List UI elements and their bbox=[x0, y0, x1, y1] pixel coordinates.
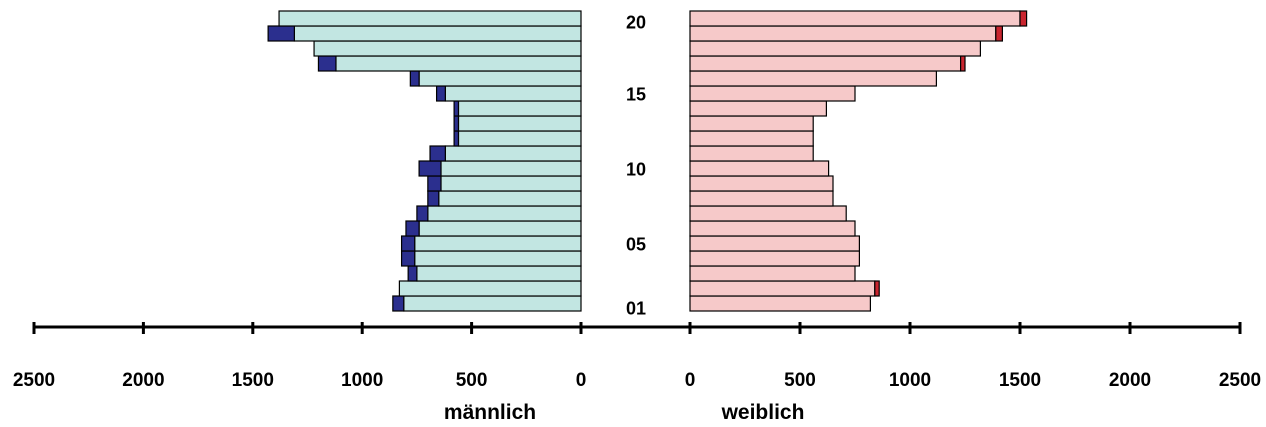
male-bar-extra-10 bbox=[418, 160, 442, 177]
male-bar-13 bbox=[457, 115, 582, 132]
female-bars bbox=[689, 10, 1028, 312]
female-bar-13 bbox=[689, 115, 814, 132]
male-bar-18 bbox=[313, 40, 582, 57]
male-bar-extra-04 bbox=[400, 250, 416, 267]
female-bar-09 bbox=[689, 175, 834, 192]
female-bar-extra-17 bbox=[959, 55, 966, 72]
female-bar-02 bbox=[689, 280, 876, 297]
female-bar-18 bbox=[689, 40, 981, 57]
male-bar-extra-08 bbox=[427, 190, 440, 207]
female-tick-label-4: 2000 bbox=[1109, 370, 1151, 391]
male-bar-extra-05 bbox=[400, 235, 416, 252]
male-bar-extra-17 bbox=[317, 55, 337, 72]
x-axis-label-female: weiblich bbox=[721, 401, 805, 424]
female-bar-14 bbox=[689, 100, 827, 117]
female-bar-07 bbox=[689, 205, 847, 222]
male-bar-extra-13 bbox=[453, 115, 460, 132]
male-bar-extra-12 bbox=[453, 130, 460, 147]
female-bar-17 bbox=[689, 55, 962, 72]
female-bar-05 bbox=[689, 235, 860, 252]
male-bar-08 bbox=[438, 190, 582, 207]
male-bar-03 bbox=[416, 265, 582, 282]
age-label-10: 10 bbox=[626, 160, 646, 180]
male-bar-09 bbox=[440, 175, 582, 192]
male-bar-15 bbox=[444, 85, 582, 102]
male-bar-02 bbox=[398, 280, 582, 297]
male-bar-20 bbox=[278, 10, 582, 27]
female-bar-03 bbox=[689, 265, 856, 282]
female-bar-extra-19 bbox=[995, 25, 1003, 42]
male-tick-label-2: 1500 bbox=[232, 370, 274, 391]
female-bar-04 bbox=[689, 250, 860, 267]
male-bar-extra-16 bbox=[409, 70, 420, 87]
female-tick-label-1: 500 bbox=[784, 370, 816, 391]
female-bar-16 bbox=[689, 70, 937, 87]
male-bar-10 bbox=[440, 160, 582, 177]
male-bar-extra-03 bbox=[407, 265, 418, 282]
male-bar-16 bbox=[418, 70, 582, 87]
male-bar-extra-01 bbox=[392, 295, 405, 312]
male-bar-extra-07 bbox=[416, 205, 429, 222]
female-tick-label-3: 1500 bbox=[999, 370, 1041, 391]
female-bar-06 bbox=[689, 220, 856, 237]
male-bar-05 bbox=[414, 235, 582, 252]
male-bar-extra-19 bbox=[267, 25, 295, 42]
age-label-05: 05 bbox=[626, 235, 646, 255]
male-bar-01 bbox=[403, 295, 582, 312]
x-axis: 2500 2000 1500 1000 500 0 0 500 1000 1500 2000 2500 bbox=[13, 322, 1261, 391]
male-bar-extra-09 bbox=[427, 175, 442, 192]
x-axis-ticks bbox=[32, 322, 1242, 334]
male-bar-extra-06 bbox=[405, 220, 420, 237]
x-axis-tick-labels: 2500 2000 1500 1000 500 0 0 500 1000 1500 2000 2500 bbox=[13, 370, 1261, 391]
age-label-15: 15 bbox=[626, 85, 646, 105]
male-bar-11 bbox=[444, 145, 582, 162]
male-tick-label-1: 2000 bbox=[122, 370, 164, 391]
male-bar-07 bbox=[427, 205, 582, 222]
female-tick-label-5: 2500 bbox=[1219, 370, 1261, 391]
male-bar-extra-11 bbox=[429, 145, 446, 162]
male-bar-extra-14 bbox=[453, 100, 460, 117]
male-bar-12 bbox=[457, 130, 582, 147]
male-bar-06 bbox=[418, 220, 582, 237]
male-tick-label-5: 0 bbox=[576, 370, 587, 391]
female-bar-08 bbox=[689, 190, 834, 207]
female-bar-15 bbox=[689, 85, 856, 102]
male-bar-extra-15 bbox=[435, 85, 446, 102]
female-bar-19 bbox=[689, 25, 997, 42]
age-label-20: 20 bbox=[626, 13, 646, 33]
male-bar-17 bbox=[335, 55, 582, 72]
male-bar-14 bbox=[457, 100, 582, 117]
female-bar-10 bbox=[689, 160, 830, 177]
male-tick-label-0: 2500 bbox=[13, 370, 55, 391]
female-tick-label-2: 1000 bbox=[889, 370, 931, 391]
male-bars bbox=[267, 10, 582, 312]
female-bar-12 bbox=[689, 130, 814, 147]
female-bar-20 bbox=[689, 10, 1021, 27]
male-tick-label-3: 1000 bbox=[341, 370, 383, 391]
female-tick-label-0: 0 bbox=[685, 370, 696, 391]
age-label-01: 01 bbox=[626, 299, 646, 319]
x-axis-label-male: männlich bbox=[444, 401, 536, 424]
age-labels: 01 05 10 15 20 bbox=[626, 13, 646, 319]
female-bar-extra-02 bbox=[874, 280, 880, 297]
female-bar-01 bbox=[689, 295, 871, 312]
female-bar-extra-20 bbox=[1019, 10, 1028, 27]
female-bar-11 bbox=[689, 145, 814, 162]
male-tick-label-4: 500 bbox=[456, 370, 488, 391]
male-bar-19 bbox=[293, 25, 582, 42]
male-bar-04 bbox=[414, 250, 582, 267]
